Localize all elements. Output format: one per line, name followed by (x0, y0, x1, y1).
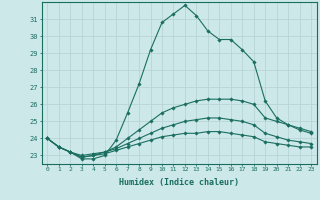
X-axis label: Humidex (Indice chaleur): Humidex (Indice chaleur) (119, 178, 239, 187)
